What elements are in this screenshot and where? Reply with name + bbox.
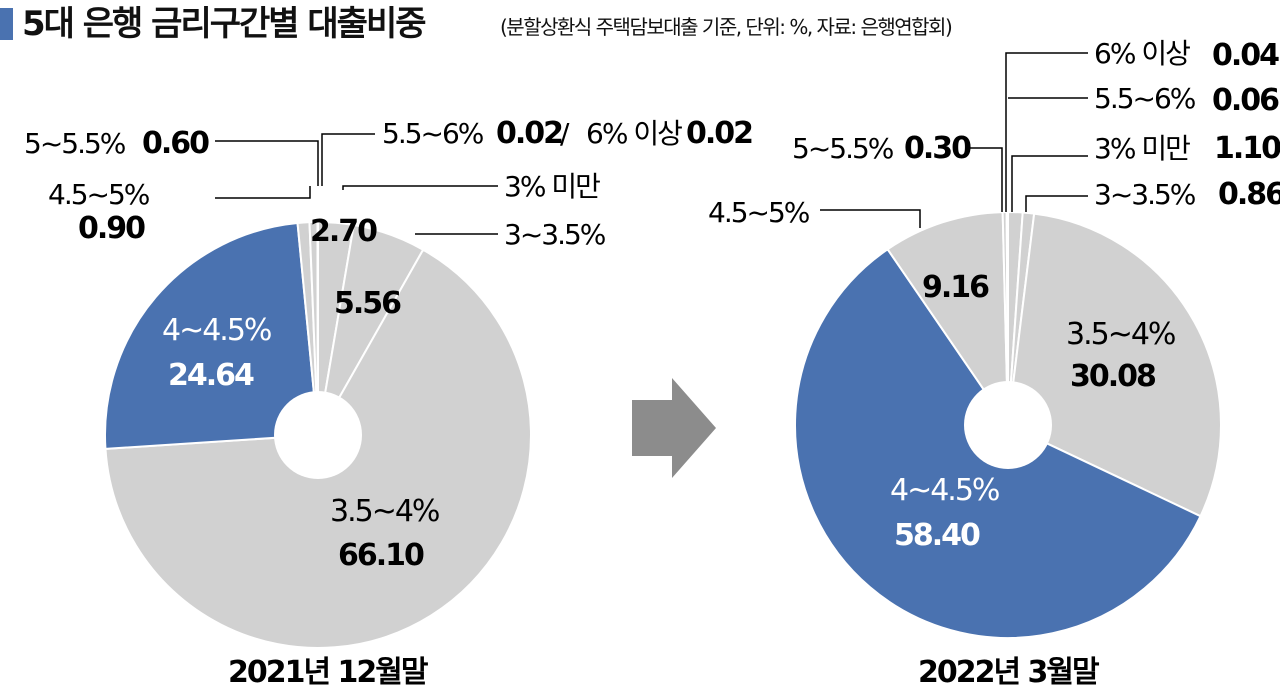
label-3-under-cat: 3% 미만 <box>504 170 600 203</box>
leader-line <box>1005 52 1088 212</box>
label2-4.5-5-cat: 4.5~5% <box>708 196 810 229</box>
pie-slice <box>1006 212 1223 518</box>
label2-6-over-val: 0.04 <box>1212 38 1279 73</box>
pie-slice <box>1006 210 1009 426</box>
label2-3-under-cat: 3% 미만 <box>1094 132 1190 165</box>
label2-4-4.5-val: 58.40 <box>894 518 980 553</box>
label2-5-5.5-val: 0.30 <box>904 131 971 166</box>
title-accent-bar <box>0 8 13 40</box>
label-4.5-5-val: 0.90 <box>78 211 145 246</box>
label-3-3.5-val: 5.56 <box>334 286 401 321</box>
label-6-over-cat: 6% 이상 <box>586 117 682 150</box>
label-6-over-val: 0.02 <box>686 116 752 151</box>
label2-3-under-val: 1.10 <box>1214 131 1280 166</box>
arrow-right-icon <box>632 378 716 478</box>
label2-3-3.5-val: 0.86 <box>1218 177 1280 212</box>
label-4-4.5-cat: 4~4.5% <box>162 313 271 348</box>
pie-slice <box>886 211 1010 429</box>
label-3-under-val: 2.70 <box>310 214 377 249</box>
label-5.5-6-cat: 5.5~6% <box>382 117 484 150</box>
label2-3.5-4-val: 30.08 <box>1070 359 1156 394</box>
label-5.5-6-val: 0.02 <box>496 116 562 151</box>
label2-5.5-6-cat: 5.5~6% <box>1094 82 1196 115</box>
leader-line <box>215 140 319 186</box>
chart-title: 5대 은행 금리구간별 대출비중 <box>22 4 427 44</box>
caption-2022-03: 2022년 3월말 <box>918 655 1100 690</box>
label-4-4.5-val: 24.64 <box>168 358 254 393</box>
caption-2021-12: 2021년 12월말 <box>228 655 429 690</box>
pie-annotations: 5~5.5% 0.60 4.5~5% 0.90 5.5~6% 0.02 / 6%… <box>24 37 1280 690</box>
chart-subtitle: (분할상환식 주택담보대출 기준, 단위: %, 자료: 은행연합회) <box>500 15 953 39</box>
leader-line <box>342 185 498 190</box>
label2-3-3.5-cat: 3~3.5% <box>1094 178 1196 211</box>
label-3-3.5-cat: 3~3.5% <box>504 218 606 251</box>
leader-line <box>215 186 311 199</box>
donut-hole <box>964 381 1052 469</box>
label2-4.5-5-val: 9.16 <box>922 270 989 305</box>
leader-line <box>1025 195 1088 212</box>
pie-2022-03 <box>794 210 1223 639</box>
pie-slice <box>104 221 320 450</box>
leader-line <box>968 147 1003 212</box>
label-4.5-5-cat: 4.5~5% <box>48 178 150 211</box>
label2-6-over-cat: 6% 이상 <box>1094 37 1190 70</box>
label-3.5-4-cat: 3.5~4% <box>330 494 439 529</box>
label2-5.5-6-val: 0.06 <box>1212 83 1279 118</box>
leader-line <box>820 209 921 228</box>
label-3.5-4-val: 66.10 <box>338 538 424 573</box>
leader-line <box>321 133 375 186</box>
donut-hole <box>274 391 362 479</box>
pie-2021-12 <box>104 220 532 649</box>
label-5-5.5-cat: 5~5.5% <box>24 127 126 160</box>
label2-4-4.5-cat: 4~4.5% <box>890 473 999 508</box>
label2-5-5.5-cat: 5~5.5% <box>792 132 894 165</box>
label-5-5.5-val: 0.60 <box>142 126 209 161</box>
leader-line <box>1011 155 1088 212</box>
label2-3.5-4-cat: 3.5~4% <box>1066 317 1175 352</box>
label-separator: / <box>560 117 570 150</box>
